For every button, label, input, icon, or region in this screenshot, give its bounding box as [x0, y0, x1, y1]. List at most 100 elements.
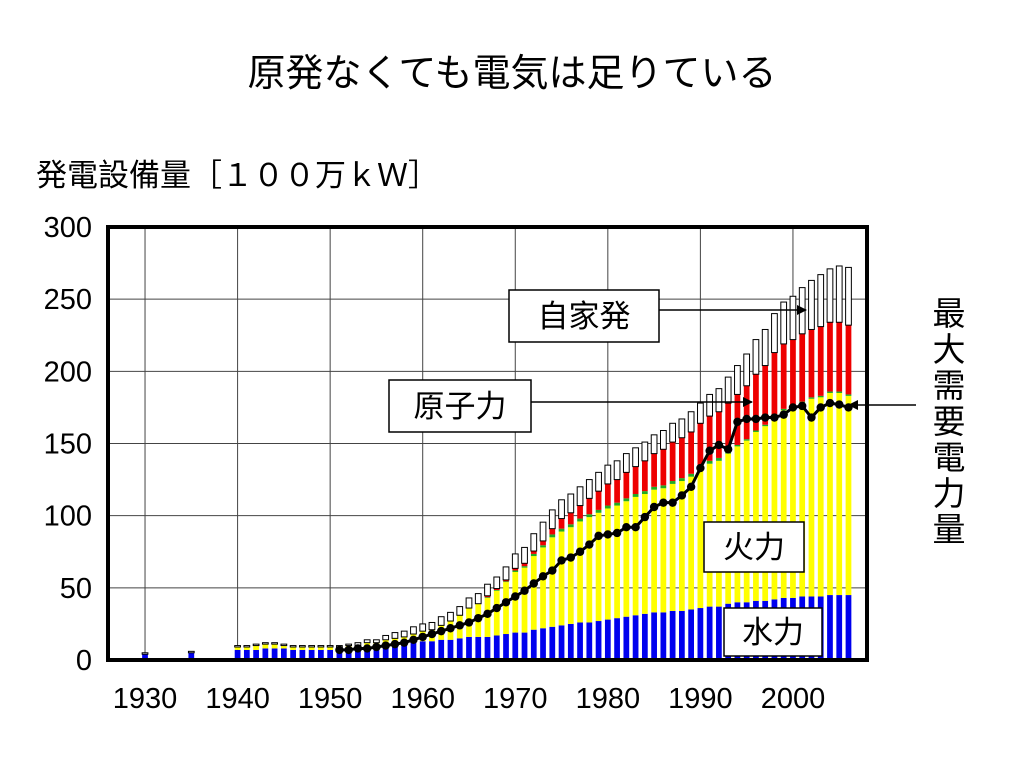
bar-segment [808, 329, 815, 398]
bar-segment [299, 645, 306, 648]
demand-point [372, 642, 381, 652]
bar-segment [761, 328, 769, 367]
bar-segment [262, 644, 269, 649]
demand-point [816, 403, 825, 412]
bar-segment [743, 439, 750, 441]
bar-segment [753, 374, 759, 431]
bar-segment [808, 397, 815, 399]
bar-segment [419, 641, 426, 660]
bar-segment [530, 553, 537, 557]
demand-point [742, 414, 751, 424]
x-tick-label: 1930 [113, 683, 178, 715]
demand-point [353, 644, 363, 653]
bar-segment [827, 391, 833, 393]
bar-segment [651, 612, 657, 660]
bar-segment [827, 392, 833, 596]
bar-segment [780, 410, 787, 598]
bar-segment [734, 365, 741, 395]
demand-point [399, 638, 409, 647]
bar-segment [845, 266, 852, 326]
bar-segment [826, 268, 834, 323]
demand-point [538, 572, 548, 581]
bar-segment [762, 424, 769, 427]
bar-segment [549, 534, 556, 538]
bar-segment [604, 464, 612, 485]
bar-segment [558, 531, 565, 626]
demand-point [686, 482, 696, 491]
demand-point [622, 523, 631, 532]
bar-segment [540, 545, 546, 548]
bar-segment [243, 647, 250, 650]
bar-segment [679, 610, 685, 660]
bar-segment [308, 649, 315, 660]
bar-segment [419, 623, 427, 632]
demand-point [437, 626, 446, 636]
bar-segment [651, 489, 657, 613]
bar-segment [400, 630, 408, 638]
bar-segment [521, 546, 528, 564]
bar-segment [641, 613, 648, 660]
bar-segment [271, 642, 278, 645]
bar-segment [299, 649, 306, 660]
bar-segment [688, 473, 695, 477]
bar-segment [355, 648, 361, 660]
demand-point [585, 540, 594, 549]
demand-point [825, 398, 835, 408]
bar-segment [632, 615, 639, 660]
line-series-label: 最大需要電力量 [927, 296, 966, 548]
bar-segment [252, 643, 260, 647]
demand-point [409, 635, 418, 644]
bar-segment [604, 619, 611, 660]
bar-segment [780, 343, 787, 409]
bar-segment [614, 618, 620, 660]
bar-segment [753, 430, 759, 432]
bar-segment [364, 647, 371, 660]
bar-segment [401, 644, 408, 660]
bar-segment [669, 481, 676, 484]
bar-segment [669, 422, 676, 443]
chart-axes: 0 50 100 150 200 250 300 1930 1940 1950 1960 1970 19… [44, 212, 869, 715]
bar-segment [503, 579, 509, 582]
bar-segment [585, 479, 593, 499]
bar-segment [632, 466, 639, 495]
bar-segment [512, 632, 519, 660]
bar-segment [474, 593, 482, 605]
bar-segment [548, 509, 556, 530]
bar-segment [493, 589, 500, 591]
demand-point [548, 566, 557, 575]
bar-segment [790, 407, 796, 598]
bar-segment [558, 518, 565, 529]
bar-segment [836, 595, 843, 660]
bar-segment [688, 431, 695, 474]
bar-segment [318, 647, 324, 650]
bar-segment [447, 639, 454, 660]
bar-segment [540, 540, 546, 546]
demand-point [474, 613, 483, 623]
bar-segment [382, 634, 390, 641]
bar-segment [382, 645, 389, 660]
bar-segment [567, 527, 574, 624]
bar-segment [484, 597, 491, 598]
demand-point [575, 547, 585, 556]
bar-segment [669, 442, 676, 482]
bar-segment [827, 595, 833, 660]
bar-segment [808, 398, 815, 597]
bar-segment [595, 512, 602, 622]
bar-segment [530, 556, 537, 630]
bar-segment [567, 524, 574, 528]
bar-segment [437, 616, 445, 626]
bar-segment [373, 647, 380, 660]
bar-segment [623, 501, 630, 617]
bar-segment [234, 649, 241, 660]
demand-point [649, 502, 659, 512]
bar-segment [280, 645, 287, 649]
bar-segment [679, 481, 685, 611]
demand-point [788, 403, 798, 412]
bar-segment [752, 339, 760, 375]
bar-segment [614, 479, 620, 503]
bar-segment [511, 553, 519, 569]
bar-segment [512, 568, 519, 571]
x-tick-label: 1990 [668, 683, 733, 715]
bar-segment [595, 621, 602, 660]
bar-segment [521, 632, 528, 660]
